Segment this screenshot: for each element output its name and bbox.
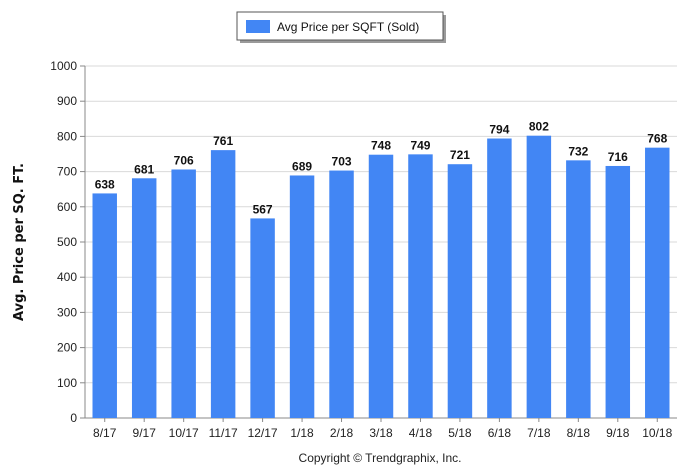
- x-axis-ticks: 8/17 9/17 10/17 11/17 12/17 1/18 2/18 3/18 4/18 5…: [93, 418, 673, 440]
- y-axis-ticks: 0 100 200 300 400 500 600 700 800 900 1000: [50, 59, 85, 425]
- bar: [566, 160, 591, 418]
- y-tick-label: 900: [57, 94, 77, 108]
- y-tick-label: 800: [57, 129, 77, 143]
- bar: [408, 154, 433, 419]
- bar: [250, 218, 275, 418]
- x-tick-label: 8/17: [93, 426, 117, 440]
- x-tick-label: 7/18: [527, 426, 551, 440]
- bar: [329, 170, 354, 418]
- x-tick-label: 3/18: [369, 426, 393, 440]
- data-label: 794: [489, 123, 509, 137]
- legend-box: [236, 11, 444, 41]
- y-tick-label: 500: [57, 235, 77, 249]
- data-label: 716: [608, 150, 628, 164]
- bar: [171, 169, 196, 418]
- bar: [526, 135, 552, 419]
- data-label: 732: [568, 144, 588, 158]
- bars: [92, 135, 670, 419]
- data-label: 768: [647, 132, 667, 146]
- bar: [289, 175, 315, 418]
- x-tick-label: 5/18: [448, 426, 472, 440]
- legend: Avg Price per SQFT (Sold): [236, 11, 446, 43]
- data-label: 681: [134, 162, 154, 176]
- data-labels: 638 681 706 761 567 689 703 748 749 721 794 802 732 7…: [95, 120, 668, 217]
- x-tick-label: 6/18: [488, 426, 512, 440]
- y-tick-label: 400: [57, 270, 77, 284]
- x-tick-label: 10/17: [169, 426, 199, 440]
- legend-label: Avg Price per SQFT (Sold): [277, 20, 419, 34]
- bar: [447, 164, 473, 418]
- x-tick-label: 1/18: [290, 426, 314, 440]
- y-axis-title: Avg. Price per SQ. FT.: [12, 163, 27, 321]
- data-label: 761: [213, 134, 233, 148]
- data-label: 638: [95, 177, 115, 191]
- bar: [210, 150, 236, 419]
- x-tick-label: 10/18: [642, 426, 672, 440]
- data-label: 567: [253, 202, 273, 216]
- data-label: 802: [529, 120, 549, 134]
- data-label: 721: [450, 148, 470, 162]
- x-tick-label: 12/17: [248, 426, 278, 440]
- x-tick-label: 8/18: [567, 426, 591, 440]
- y-tick-label: 300: [57, 305, 77, 319]
- data-label: 748: [371, 139, 391, 153]
- y-tick-label: 100: [57, 376, 77, 390]
- x-tick-label: 2/18: [330, 426, 354, 440]
- x-tick-label: 11/17: [209, 426, 238, 440]
- bar: [645, 147, 670, 418]
- y-tick-label: 0: [70, 411, 77, 425]
- data-label: 689: [292, 159, 312, 173]
- bar: [92, 193, 117, 418]
- legend-swatch: [246, 20, 270, 33]
- x-tick-label: 9/18: [606, 426, 630, 440]
- y-tick-label: 200: [57, 341, 77, 355]
- bar: [368, 154, 394, 419]
- bar: [605, 165, 631, 418]
- bar: [487, 138, 512, 418]
- x-tick-label: 4/18: [409, 426, 433, 440]
- y-tick-label: 700: [57, 165, 77, 179]
- data-label: 703: [332, 155, 352, 169]
- y-tick-label: 600: [57, 200, 77, 214]
- data-label: 749: [410, 138, 430, 152]
- copyright-text: Copyright © Trendgraphix, Inc.: [299, 451, 462, 465]
- y-tick-label: 1000: [50, 59, 77, 73]
- bar: [131, 178, 157, 418]
- data-label: 706: [174, 153, 194, 167]
- x-tick-label: 9/17: [133, 426, 157, 440]
